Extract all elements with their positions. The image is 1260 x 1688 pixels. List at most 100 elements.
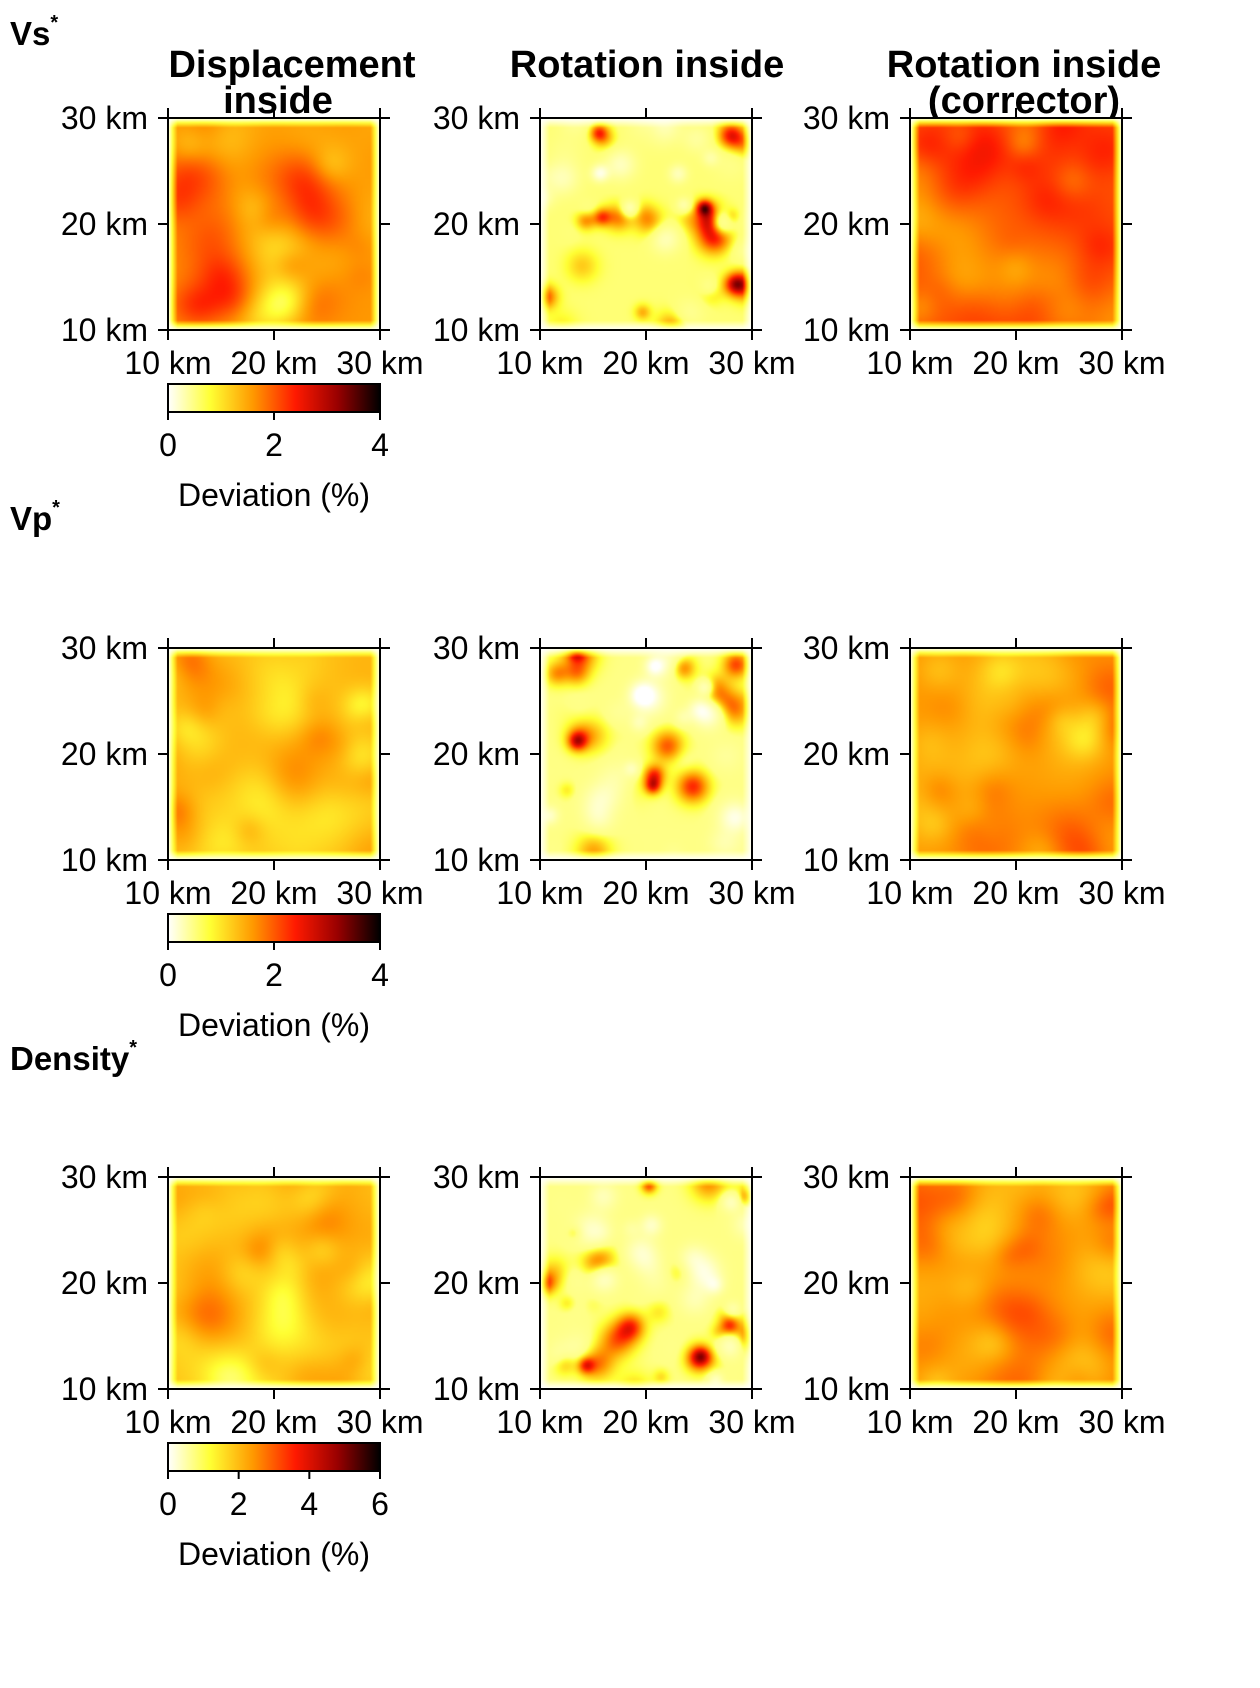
y-tick-label: 20 km xyxy=(803,1265,890,1301)
x-tick-label: 10 km xyxy=(124,345,211,381)
x-tick-label: 30 km xyxy=(336,345,423,381)
colorbar-label: Deviation (%) xyxy=(178,1536,370,1572)
row-label-text: Density xyxy=(10,1040,130,1077)
y-tick-label: 30 km xyxy=(61,100,148,136)
heatmap-panel: 10 km 20 km 30 km 30 km 20 km 10 km xyxy=(803,630,1166,911)
y-tick-label: 10 km xyxy=(433,842,520,878)
x-tick-label: 20 km xyxy=(972,1404,1059,1440)
heatmap-image xyxy=(910,648,1122,860)
y-tick-label: 20 km xyxy=(61,1265,148,1301)
x-tick-label: 10 km xyxy=(866,345,953,381)
colorbar-tick-label: 2 xyxy=(230,1486,248,1522)
heatmap-panel: 10 km 20 km 30 km 30 km 20 km 10 km xyxy=(61,630,424,911)
y-tick-label: 20 km xyxy=(61,206,148,242)
y-tick-label: 30 km xyxy=(433,630,520,666)
x-tick-label: 20 km xyxy=(972,875,1059,911)
x-tick-label: 30 km xyxy=(336,875,423,911)
colorbar-label: Deviation (%) xyxy=(178,1007,370,1043)
heatmap-image xyxy=(540,118,752,330)
heatmap-panel: 10 km 20 km 30 km 30 km 20 km 10 km xyxy=(433,630,796,911)
heatmap-panel: 10 km 20 km 30 km 30 km 20 km 10 km xyxy=(61,100,424,381)
colorbar-tick-label: 0 xyxy=(159,427,177,463)
colorbar-tick-label: 0 xyxy=(159,1486,177,1522)
row-label-superscript: * xyxy=(129,1037,137,1059)
heatmap-panel: 10 km 20 km 30 km 30 km 20 km 10 km xyxy=(433,100,796,381)
y-tick-label: 10 km xyxy=(803,1371,890,1407)
x-tick-label: 20 km xyxy=(602,1404,689,1440)
x-tick-label: 10 km xyxy=(496,345,583,381)
y-tick-label: 30 km xyxy=(433,100,520,136)
heatmap-panel: 10 km 20 km 30 km 30 km 20 km 10 km xyxy=(803,1159,1166,1440)
colorbar-gradient xyxy=(167,383,381,413)
y-tick-label: 20 km xyxy=(803,736,890,772)
y-tick-label: 20 km xyxy=(433,1265,520,1301)
y-tick-label: 30 km xyxy=(803,100,890,136)
y-tick-label: 10 km xyxy=(433,1371,520,1407)
y-tick-label: 30 km xyxy=(803,1159,890,1195)
y-tick-label: 20 km xyxy=(433,206,520,242)
colorbar-tick-label: 2 xyxy=(265,957,283,993)
heatmap-image xyxy=(168,1177,380,1389)
column-title: inside xyxy=(223,80,333,122)
y-tick-label: 10 km xyxy=(61,312,148,348)
y-tick-label: 30 km xyxy=(61,1159,148,1195)
y-tick-label: 10 km xyxy=(433,312,520,348)
x-tick-label: 10 km xyxy=(866,875,953,911)
x-tick-label: 20 km xyxy=(230,1404,317,1440)
heatmap-panel: 10 km 20 km 30 km 30 km 20 km 10 km xyxy=(433,1159,796,1440)
x-tick-label: 20 km xyxy=(602,345,689,381)
x-tick-label: 10 km xyxy=(496,875,583,911)
colorbar-gradient xyxy=(167,913,381,943)
x-tick-label: 20 km xyxy=(230,345,317,381)
colorbar-tick-label: 0 xyxy=(159,957,177,993)
colorbar-gradient xyxy=(167,1442,381,1472)
y-tick-label: 10 km xyxy=(61,842,148,878)
x-tick-label: 30 km xyxy=(1078,875,1165,911)
y-tick-label: 20 km xyxy=(433,736,520,772)
row-label-text: Vs xyxy=(10,15,50,52)
row-label: Vs* xyxy=(10,12,58,52)
x-tick-label: 20 km xyxy=(972,345,1059,381)
y-tick-label: 10 km xyxy=(803,842,890,878)
x-tick-label: 10 km xyxy=(496,1404,583,1440)
colorbar-tick-label: 4 xyxy=(300,1486,318,1522)
x-tick-label: 30 km xyxy=(336,1404,423,1440)
x-tick-label: 30 km xyxy=(708,1404,795,1440)
x-tick-label: 10 km xyxy=(866,1404,953,1440)
y-tick-label: 30 km xyxy=(61,630,148,666)
column-title: Displacement xyxy=(168,44,415,86)
x-tick-label: 30 km xyxy=(1078,345,1165,381)
heatmap-image xyxy=(168,648,380,860)
row-label-text: Vp xyxy=(10,500,52,537)
y-tick-label: 10 km xyxy=(803,312,890,348)
y-tick-label: 20 km xyxy=(61,736,148,772)
row-label: Density* xyxy=(10,1037,137,1077)
column-title: Rotation inside xyxy=(887,44,1161,86)
x-tick-label: 30 km xyxy=(708,345,795,381)
y-tick-label: 30 km xyxy=(803,630,890,666)
colorbar-tick-label: 4 xyxy=(371,427,389,463)
row-label-superscript: * xyxy=(52,497,60,519)
x-tick-label: 30 km xyxy=(1078,1404,1165,1440)
heatmap-image xyxy=(910,118,1122,330)
x-tick-label: 20 km xyxy=(602,875,689,911)
x-tick-label: 30 km xyxy=(708,875,795,911)
colorbar-tick-label: 4 xyxy=(371,957,389,993)
heatmap-image xyxy=(540,648,752,860)
colorbar-label: Deviation (%) xyxy=(178,477,370,513)
x-tick-label: 20 km xyxy=(230,875,317,911)
column-title: (corrector) xyxy=(928,80,1120,122)
heatmap-image xyxy=(168,118,380,330)
heatmap-image xyxy=(540,1177,752,1389)
heatmap-panel: 10 km 20 km 30 km 30 km 20 km 10 km xyxy=(803,100,1166,381)
row-label-superscript: * xyxy=(50,12,58,34)
colorbar-tick-label: 6 xyxy=(371,1486,389,1522)
column-title: Rotation inside xyxy=(510,44,784,86)
x-tick-label: 10 km xyxy=(124,1404,211,1440)
y-tick-label: 10 km xyxy=(61,1371,148,1407)
heatmap-panel: 10 km 20 km 30 km 30 km 20 km 10 km xyxy=(61,1159,424,1440)
